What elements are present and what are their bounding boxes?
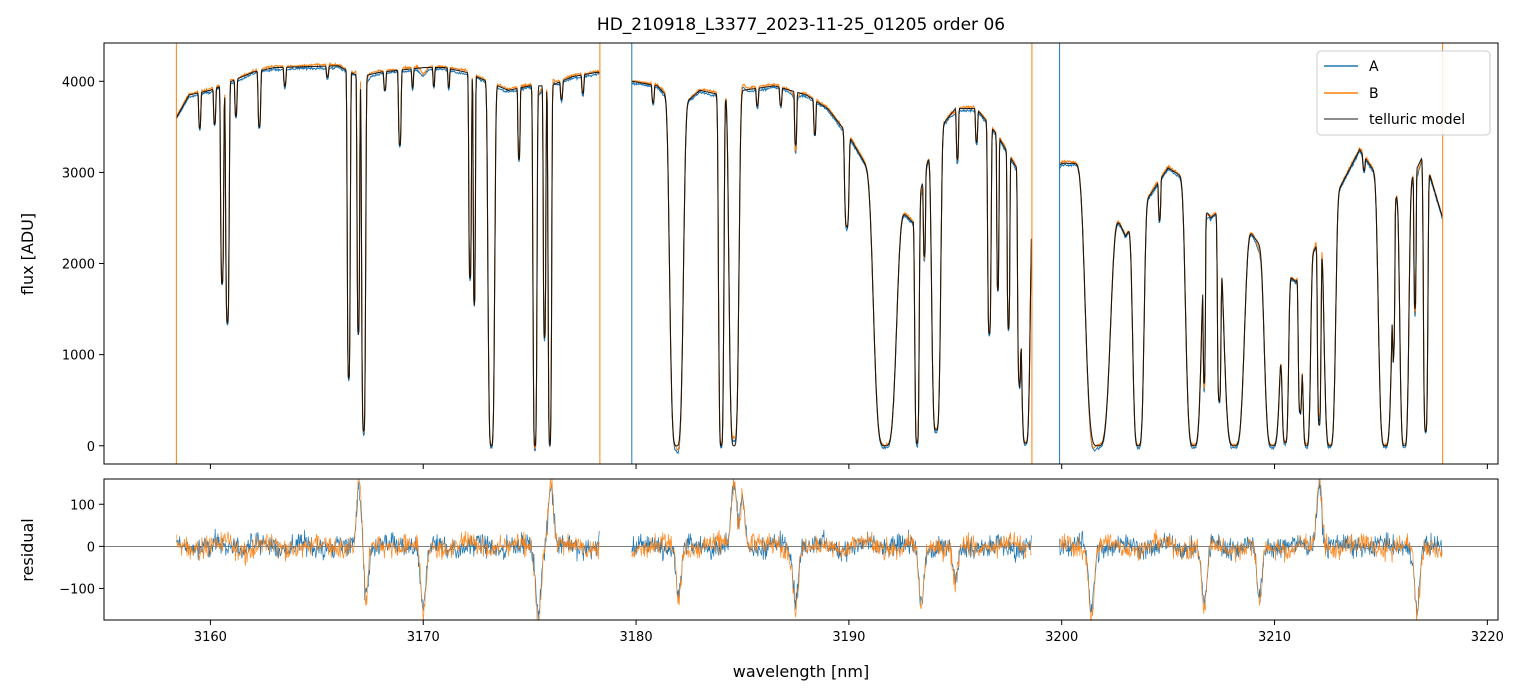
telluric-model-line: [175, 65, 1443, 448]
xtick-label: 3160: [194, 630, 227, 645]
xtick-label: 3210: [1258, 630, 1291, 645]
xtick-label: 3190: [832, 630, 865, 645]
residual-ytick-label: −100: [59, 582, 95, 597]
residual-b-line: [176, 479, 1443, 620]
xtick-label: 3200: [1045, 630, 1078, 645]
xtick-label: 3220: [1471, 630, 1504, 645]
flux-ytick-label: 4000: [62, 75, 95, 90]
residual-ytick-label: 100: [70, 498, 95, 513]
legend-label-b: B: [1369, 86, 1379, 102]
xtick-label: 3180: [620, 630, 653, 645]
flux-ylabel: flux [ADU]: [18, 213, 37, 295]
residual-panel: −100 0 100 3160 3170 3180 3190 3200 3210 3220 re…: [18, 478, 1504, 645]
flux-panel: 0 1000 2000 3000 4000 flux [ADU]: [18, 42, 1499, 469]
flux-ytick-label: 3000: [62, 166, 95, 181]
legend-label-a: A: [1369, 59, 1379, 75]
xtick-label: 3170: [407, 630, 440, 645]
residual-ylabel: residual: [18, 518, 37, 581]
chart-title: HD_210918_L3377_2023-11-25_01205 order 0…: [597, 15, 1005, 35]
flux-ytick-label: 0: [87, 440, 95, 455]
flux-axes-frame: [103, 42, 1499, 465]
residual-axes-frame: [103, 478, 1499, 621]
legend-label-model: telluric model: [1369, 112, 1465, 128]
residual-ytick-label: 0: [87, 540, 95, 555]
xlabel: wavelength [nm]: [733, 662, 870, 681]
legend-frame: [1316, 50, 1491, 136]
flux-ytick-label: 2000: [62, 258, 95, 273]
flux-ytick-label: 1000: [62, 349, 95, 364]
legend: A B telluric model: [1316, 50, 1491, 136]
